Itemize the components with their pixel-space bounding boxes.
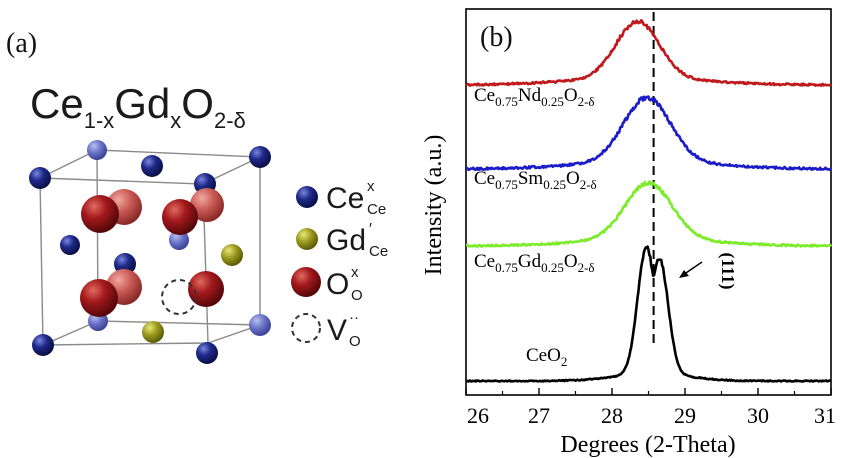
x-tick-label: 31 <box>814 403 836 428</box>
peak-arrow <box>679 261 703 278</box>
curve-label-nd: Ce0.75Nd0.25O2-δ <box>474 85 595 109</box>
curve-label-ceo2: CeO2 <box>526 345 567 369</box>
xrd-curves <box>465 19 833 383</box>
x-tick-label: 30 <box>747 403 769 428</box>
x-axis-ticks: 26 27 28 29 30 31 <box>465 388 836 428</box>
o-atom <box>80 279 118 317</box>
svg-text:O: O <box>351 287 363 304</box>
panel-a-formula: Ce1-xGdxO2-δ <box>30 80 246 133</box>
ce-atom <box>29 167 51 189</box>
ce-atom <box>196 342 218 364</box>
x-tick-label: 26 <box>467 403 489 428</box>
legend-item-ce: Ce x Ce <box>296 178 386 218</box>
plot-frame <box>465 8 832 396</box>
curve-label-sm: Ce0.75Sm0.25O2-δ <box>474 168 597 192</box>
xrd-curve-1 <box>465 95 833 172</box>
svg-text:V: V <box>327 314 347 347</box>
ce-atom <box>87 140 107 160</box>
panel-b-label: (b) <box>480 22 513 53</box>
o-atom <box>81 195 119 233</box>
svg-text:′: ′ <box>369 221 372 238</box>
curve-label-gd: Ce0.75Gd0.25O2-δ <box>474 251 595 275</box>
svg-text:O: O <box>326 268 349 301</box>
xrd-curve-0 <box>465 19 832 87</box>
legend-item-vacancy: V ·· O <box>291 309 361 350</box>
x-axis-label: Degrees (2-Theta) <box>560 432 735 458</box>
panel-b: (b) 26 27 28 29 30 31 Degrees (2-Theta) Inten… <box>421 8 836 458</box>
legend-item-gd: Gd ′ Ce <box>296 221 388 260</box>
svg-text:O: O <box>349 333 361 350</box>
svg-text:Ce: Ce <box>326 182 364 215</box>
xrd-curve-3 <box>465 245 832 383</box>
unit-cell-atoms <box>29 140 271 364</box>
x-tick-label: 28 <box>601 403 623 428</box>
gd-atom <box>221 244 243 266</box>
peak-label-111: (111) <box>717 252 738 289</box>
oxygen-vacancy <box>161 279 197 315</box>
svg-text:Gd: Gd <box>326 224 366 257</box>
ce-atom <box>32 334 54 356</box>
svg-text:Ce: Ce <box>369 243 388 260</box>
svg-text:x: x <box>367 178 375 195</box>
svg-text:··: ·· <box>349 309 359 326</box>
x-tick-label: 29 <box>674 403 696 428</box>
species-legend: Ce x Ce Gd ′ Ce O x O V ·· O <box>291 178 388 350</box>
xrd-curve-2 <box>465 180 833 248</box>
ce-atom <box>169 230 189 250</box>
svg-text:Ce: Ce <box>367 201 386 218</box>
svg-text:x: x <box>351 264 359 281</box>
legend-item-o: O x O <box>291 264 363 304</box>
o-atom <box>188 271 224 307</box>
ce-atom <box>114 253 136 275</box>
panel-a-label: (a) <box>6 28 37 59</box>
o-atom <box>190 188 224 222</box>
gd-atom <box>142 321 164 343</box>
x-tick-label: 27 <box>528 403 550 428</box>
y-axis-label: Intensity (a.u.) <box>421 135 447 276</box>
ce-atom <box>249 314 271 336</box>
ce-atom <box>141 155 163 177</box>
panel-a: (a) Ce1-xGdxO2-δ <box>6 28 388 364</box>
ce-atom <box>249 146 271 168</box>
ce-atom <box>60 235 80 255</box>
o-atom <box>162 199 198 235</box>
